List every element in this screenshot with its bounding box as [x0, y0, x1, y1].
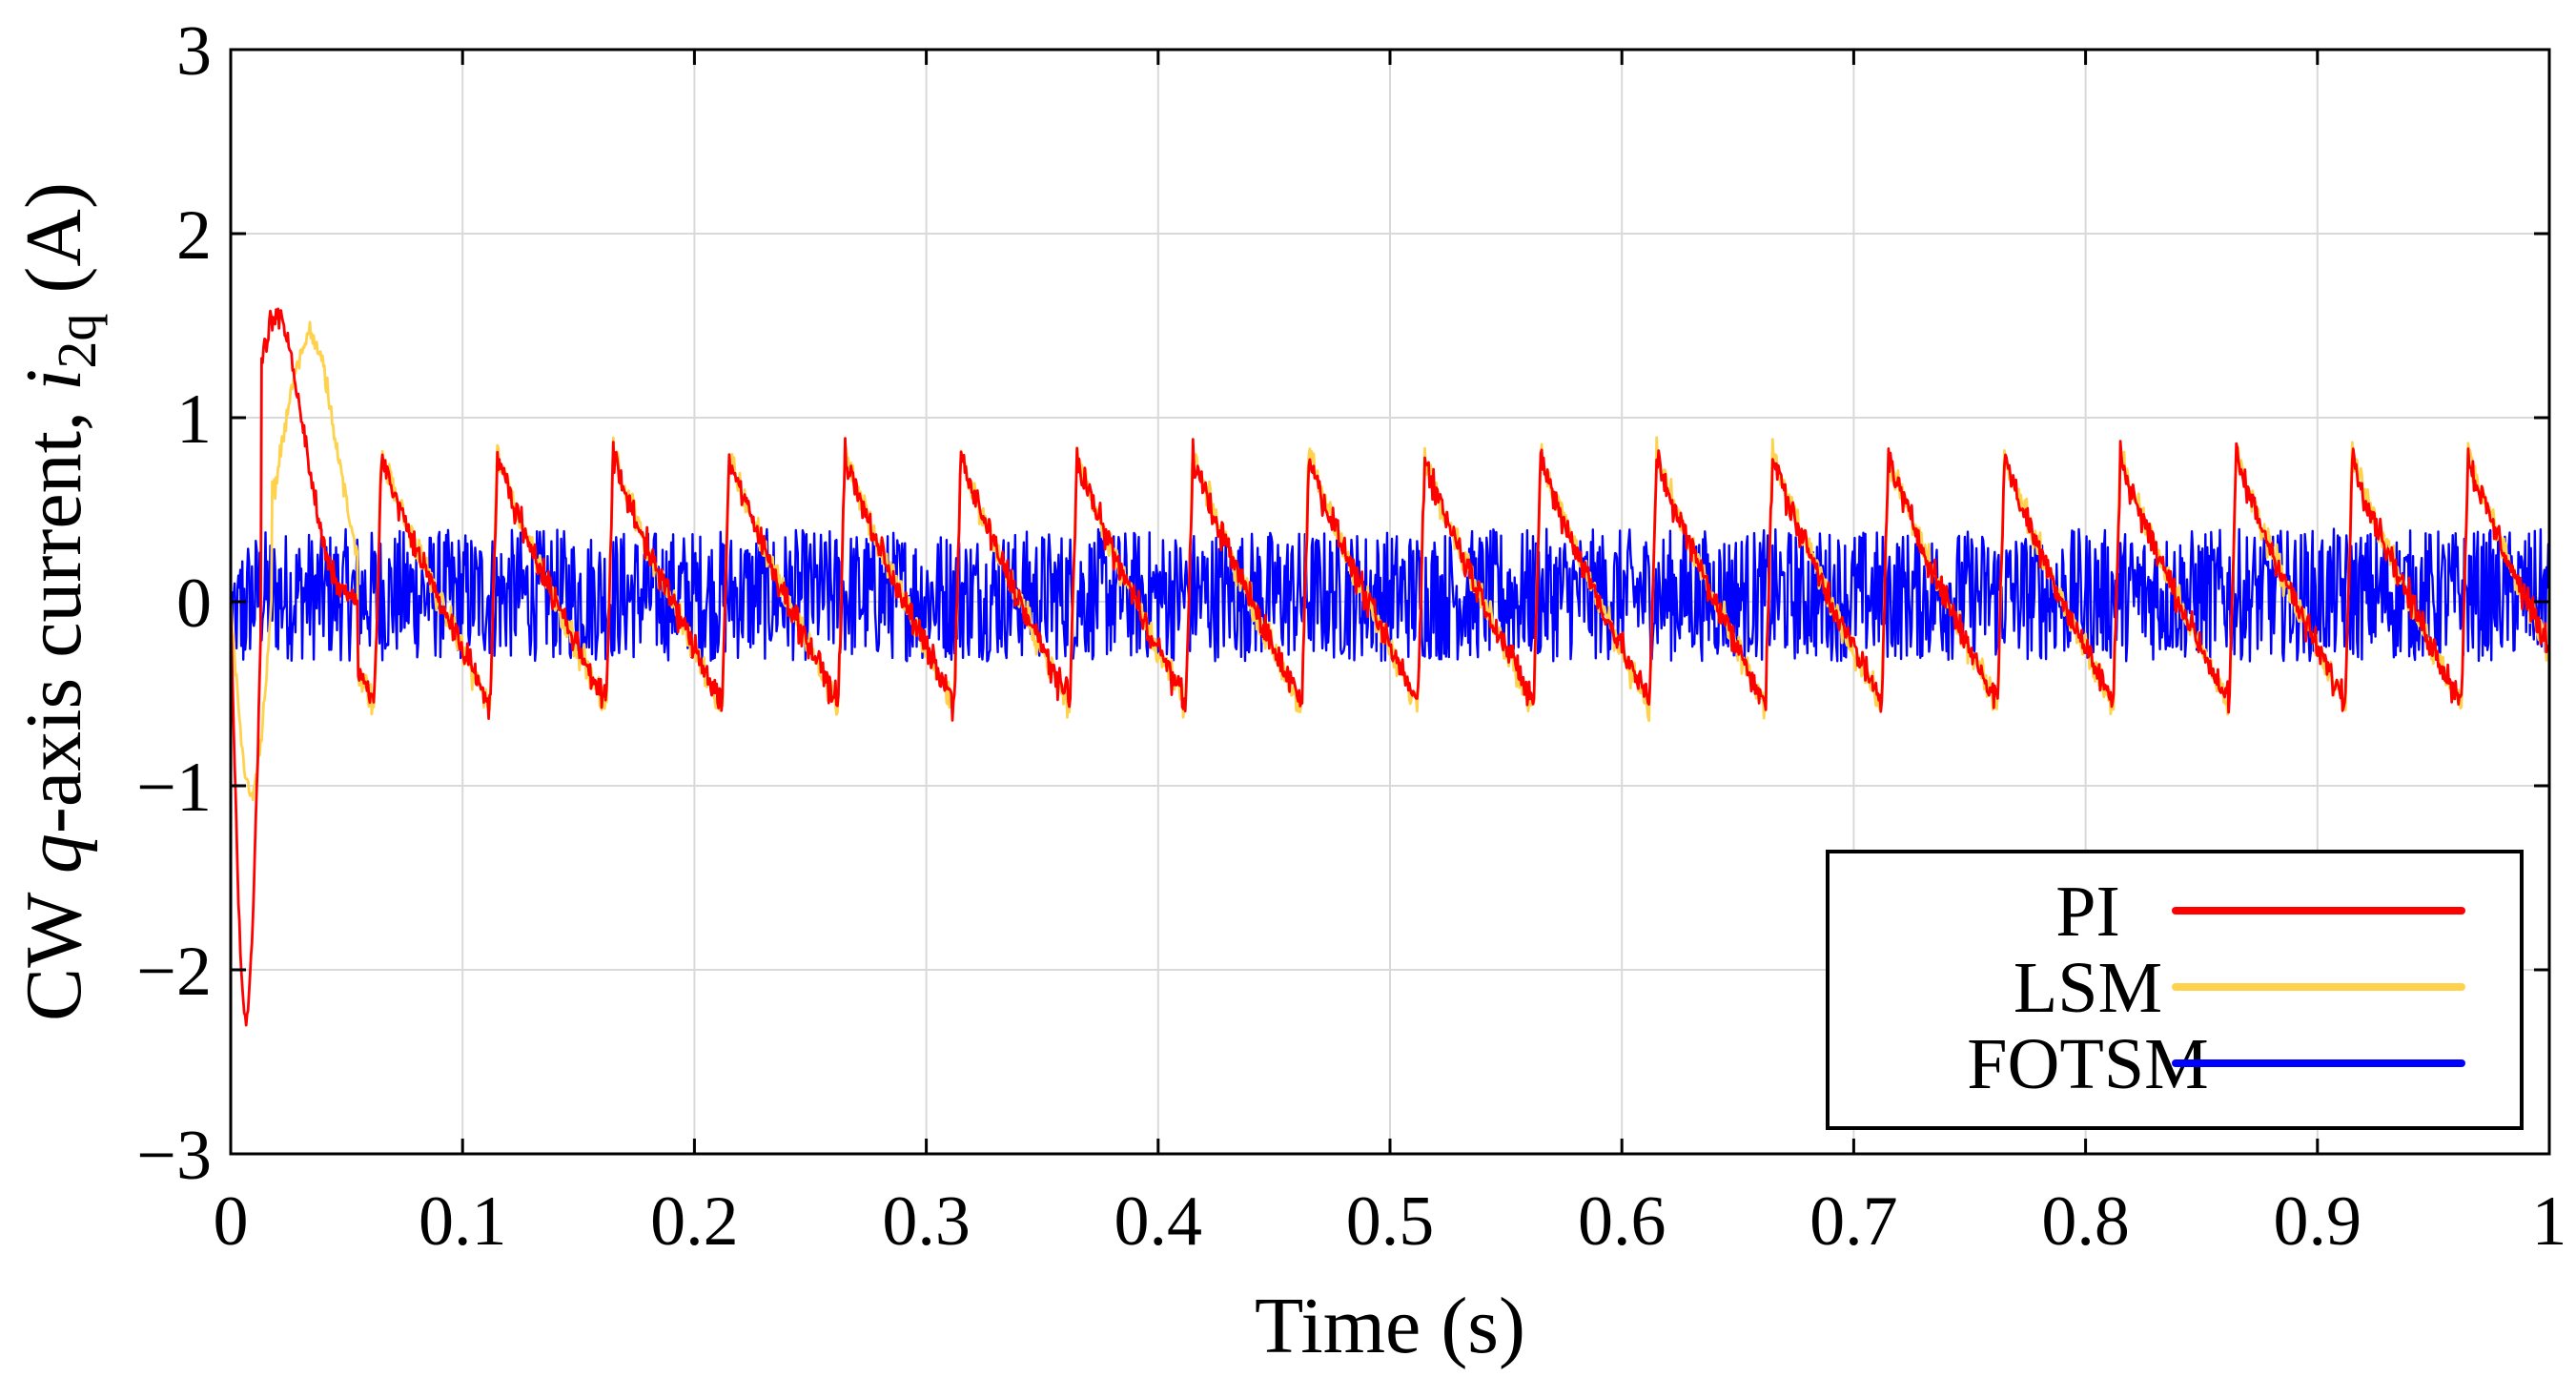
x-tick-label: 0.2: [650, 1182, 739, 1261]
y-tick-label: 0: [176, 565, 212, 643]
x-tick-label: 0.5: [1346, 1182, 1435, 1261]
series-line-fotsm: [231, 527, 2549, 706]
y-tick-label: −1: [136, 749, 212, 827]
x-tick-label: 0.6: [1578, 1182, 1666, 1261]
x-tick-label: 1: [2532, 1182, 2567, 1261]
x-tick-label: 0.3: [882, 1182, 971, 1261]
axis-ticks: [229, 48, 2551, 1156]
y-tick-label: 1: [176, 380, 212, 459]
y-tick-label: 2: [176, 196, 212, 275]
x-axis-label: Time (s): [1255, 1282, 1525, 1370]
legend-label-pi: PI: [2055, 872, 2120, 952]
x-tick-label: 0: [214, 1182, 249, 1261]
x-tick-label: 0.1: [419, 1182, 507, 1261]
x-tick-label: 0.7: [1809, 1182, 1898, 1261]
x-tick-label: 0.9: [2274, 1182, 2362, 1261]
y-tick-labels: −3 −2 −1 0 1 2 3: [136, 12, 212, 1195]
x-tick-label: 0.4: [1114, 1182, 1203, 1261]
y-tick-label: −3: [136, 1117, 212, 1195]
x-tick-label: 0.8: [2041, 1182, 2130, 1261]
y-tick-label: −2: [136, 933, 212, 1011]
series-line-pi: [231, 307, 2549, 1027]
plot-area: [231, 307, 2549, 1027]
legend-label-lsm: LSM: [2014, 948, 2162, 1028]
y-axis-label: CW q-axis current, i2q (A): [10, 182, 108, 1021]
legend-label-fotsm: FOTSM: [1967, 1024, 2208, 1104]
x-tick-labels: 0 0.1 0.2 0.3 0.4 0.5 0.6 0.7 0.8 0.9 1: [214, 1182, 2567, 1261]
y-tick-label: 3: [176, 12, 212, 91]
